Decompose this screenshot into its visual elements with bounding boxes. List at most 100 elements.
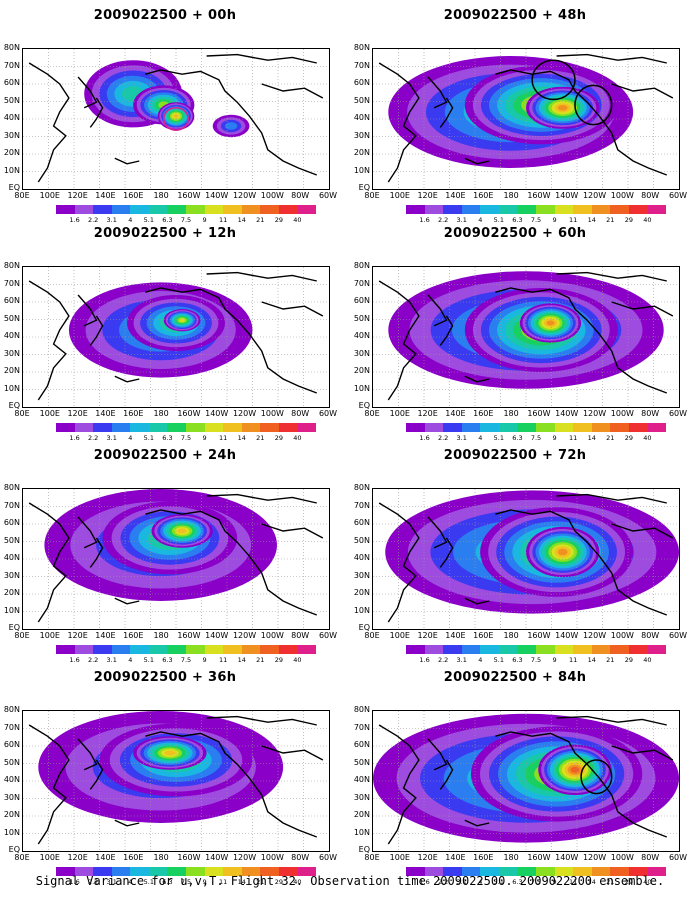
colorbar-cell [498,645,518,654]
lat-label: 50N [3,95,20,105]
coastline [464,157,490,165]
lon-label: 120E [417,631,438,640]
lat-label: 40N [3,775,20,784]
variance-contour [570,766,580,773]
variance-map [23,49,329,189]
lon-label: 60W [668,631,688,640]
colorbar-cell [204,867,224,876]
colorbar-label: 40 [293,216,302,224]
colorbar-cell [297,423,317,432]
variance-contour [224,122,238,130]
coastline [28,280,70,401]
colorbar-label: 3.1 [106,656,117,664]
target-circle [531,59,576,101]
lon-label: 100W [260,853,284,862]
lon-label: 120E [67,191,88,200]
colorbar-cell [111,867,131,876]
coastline [611,745,674,761]
colorbar-label: 40 [643,878,652,886]
coastline [28,724,70,845]
colorbar-cell [443,867,462,876]
panel-title: 2009022500 + 36h [93,670,237,685]
colorbar-label: 11 [219,216,228,224]
colorbar-cell [260,205,279,214]
colorbar-label: 11 [569,434,578,442]
colorbar-cell [517,205,537,214]
lon-label: 140W [555,853,579,862]
colorbar-label: 1.6 [69,656,80,664]
lat-label: 50N [353,535,370,545]
map-frame [22,710,330,852]
colorbar-cell [56,205,75,214]
lat-label: EQ [358,845,370,854]
colorbar-label: 1.6 [419,656,430,664]
lon-label: 80W [641,631,660,640]
colorbar-cell [74,867,94,876]
coastline [77,76,98,109]
lat-label: 80N [353,261,370,270]
lon-label: 140E [95,853,116,862]
lon-label: 140E [445,631,466,640]
lon-label: 80W [291,409,310,418]
coastline [495,69,668,176]
colorbar-label: 2.2 [87,878,99,886]
colorbar-labels: 1.6 2.2 3.1 4 5.1 6.3 7.5 9 11 14 21 29 40 [406,216,666,226]
lon-label: 80W [641,853,660,862]
colorbar-cell [498,205,518,214]
lat-label: EQ [358,401,370,410]
colorbar-cell [628,867,648,876]
coastline [114,597,140,605]
colorbar-cell [480,205,499,214]
colorbar-label: 9 [552,434,557,442]
colorbar-cell [591,645,611,654]
lon-label: 60W [668,191,688,200]
colorbar-cell [74,205,94,214]
coastline [261,301,324,317]
colorbar-label: 7.5 [530,434,542,442]
colorbar-cell [424,867,444,876]
colorbar-cell [148,205,168,214]
colorbar-cell [223,205,242,214]
lon-label: 160W [527,631,551,640]
colorbar-cell [554,423,574,432]
coastline [89,97,104,128]
coastline [28,502,70,623]
colorbar [56,645,317,654]
colorbar-cell [424,645,444,654]
lon-label: 60W [668,853,688,862]
lat-label: 50N [353,757,370,767]
map-panel: 2009022500 + 84h 80N 70N 60N 50N 40N 30N 20N 10N… [350,670,687,892]
colorbar-label: 29 [274,656,283,664]
colorbar-cell [573,205,592,214]
lat-label: 70N [3,722,20,732]
colorbar-label: 2.2 [87,216,99,224]
lon-label: 180 [503,409,519,418]
colorbar-cell [591,205,611,214]
colorbar-cell [647,423,667,432]
colorbar-label: 29 [274,216,283,224]
colorbar-label: 21 [256,878,265,886]
colorbar-cell [223,423,242,432]
coastline [464,597,490,605]
colorbar-cell [406,867,425,876]
colorbar-label: 7.5 [180,878,192,886]
coastline [611,83,674,99]
colorbar-label: 40 [293,656,302,664]
colorbar-label: 11 [219,434,228,442]
colorbar-label: 7.5 [180,434,192,442]
lon-label: 80E [14,409,30,418]
lon-label: 100W [610,191,634,200]
colorbar-cell [536,867,555,876]
colorbar-cell [461,867,481,876]
lon-label: 100W [610,631,634,640]
lon-label: 180 [153,191,169,200]
colorbar-label: 14 [587,216,596,224]
panel-title: 2009022500 + 72h [443,448,587,463]
lon-label: 160E [473,853,494,862]
coastline [427,294,448,327]
colorbar-cell [241,205,261,214]
colorbar-cell [610,423,629,432]
lat-label: 80N [3,705,20,714]
lat-label: 70N [353,722,370,732]
lon-label: 80W [641,191,660,200]
